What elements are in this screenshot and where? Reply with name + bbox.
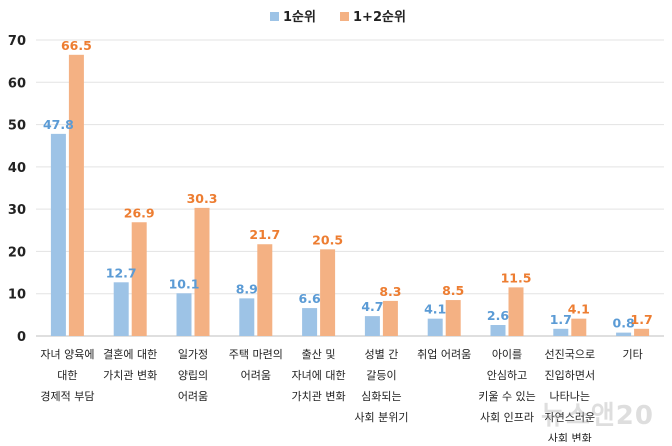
category-label: 가치관 변화 [292,390,346,403]
bar-rank1 [427,318,443,336]
data-label: 6.6 [299,291,321,306]
data-label: 20.5 [312,232,343,247]
bar-rank1 [50,133,66,336]
bar-rank1-2 [131,222,147,336]
category-label: 양립의 [178,369,208,382]
y-tick-label: 60 [8,76,26,91]
data-label: 26.9 [124,205,155,220]
bar-rank1-2 [382,300,398,336]
category-label: 어려움 [241,369,271,382]
bar-rank1 [553,328,569,336]
category-label: 자연스러운 [544,411,595,424]
category-label: 결혼에 대한 [103,348,157,361]
category-label: 자녀 양육에 [40,348,94,361]
data-label: 8.5 [442,283,464,298]
category-label: 주택 마련의 [229,348,283,361]
data-label: 4.1 [568,302,590,317]
category-label: 안심하고 [487,368,527,382]
y-tick-label: 40 [8,161,26,176]
bar-rank1-2 [320,249,336,336]
data-label: 66.5 [61,38,92,53]
y-tick-label: 0 [17,330,26,345]
category-label: 사회 분위기 [354,411,408,424]
data-label: 1.7 [550,312,572,327]
data-label: 4.7 [361,299,383,314]
data-label: 11.5 [501,270,532,285]
category-label: 나타나는 [550,390,590,403]
category-label: 출산 및 [302,348,336,361]
bar-rank1 [616,332,632,336]
bar-rank1-2 [571,318,587,336]
bar-rank1-2 [634,328,650,336]
data-label: 21.7 [249,227,280,242]
category-label: 심화되는 [361,390,401,403]
category-label: 자녀에 대한 [292,369,346,382]
bar-rank1-2 [68,54,84,337]
legend-label: 1순위 [283,10,316,25]
bar-rank1-2 [257,244,273,336]
y-tick-label: 70 [8,34,26,49]
category-label: 경제적 부담 [40,390,94,403]
category-label: 성별 간 [364,348,398,361]
bar-rank1 [113,282,129,336]
data-label: 2.6 [487,308,509,323]
data-label: 30.3 [187,191,218,206]
data-label: 47.8 [43,117,74,132]
legend-label: 1+2순위 [353,10,406,25]
bar-rank1 [490,325,506,336]
bar-rank1 [364,316,380,336]
y-tick-label: 50 [8,119,26,134]
category-label: 선진국으로 [544,348,595,361]
category-label: 키울 수 있는 [478,390,536,403]
axes: 0 10 20 30 40 50 60 70 [8,34,664,345]
category-label: 사회 변화 [548,432,592,442]
legend-swatch [270,12,279,21]
legend-swatch [340,12,349,21]
bars [50,54,650,337]
bar-rank1 [176,293,192,336]
data-label: 8.9 [236,281,258,296]
gridlines [36,39,664,295]
bar-rank1-2 [508,287,524,336]
category-label: 어려움 [178,390,208,403]
category-label: 대한 [57,369,77,382]
category-label: 진입하면서 [544,368,595,382]
data-label: 12.7 [106,265,137,280]
data-label: 10.1 [169,276,200,291]
data-label: 0.8 [613,316,635,331]
y-tick-label: 20 [8,245,26,260]
category-label: 가치관 변화 [103,369,157,382]
bar-rank1 [302,308,318,336]
category-label: 기타 [622,348,642,361]
category-label: 일가정 [178,347,208,361]
data-labels: 47.812.710.1 8.96.64.7 4.1 2.6 1.7 0.866.526.… [43,38,653,331]
category-label: 취업 어려움 [417,348,471,361]
legend: 1순위 1+2순위 [270,10,406,25]
watermark-logo: 뉴스앤20 [541,401,654,431]
y-tick-label: 30 [8,203,26,218]
data-label: 8.3 [379,284,401,299]
category-label: 사회 인프라 [480,411,534,424]
data-label: 1.7 [631,312,653,327]
bar-rank1 [239,298,255,336]
y-tick-label: 10 [8,288,26,303]
bar-rank1-2 [445,300,461,336]
data-label: 4.1 [424,302,446,317]
bar-rank1-2 [194,207,210,336]
category-label: 아이를 [492,348,522,361]
category-label: 갈등이 [366,368,396,382]
